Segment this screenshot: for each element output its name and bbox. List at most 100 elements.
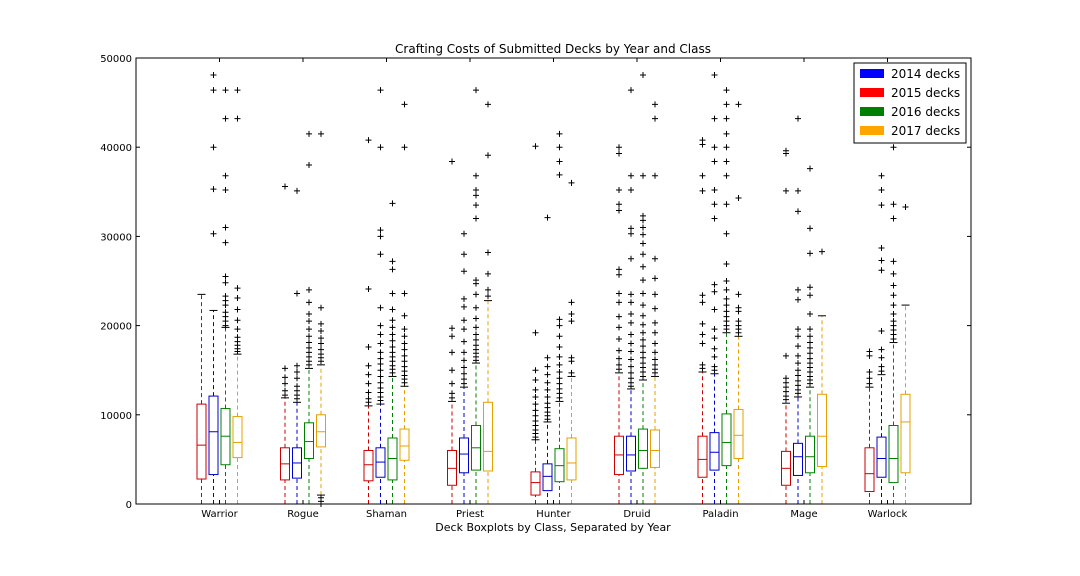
outlier-marker — [306, 299, 312, 306]
outlier-marker — [377, 385, 384, 392]
outlier-marker — [866, 375, 873, 382]
outlier-marker — [532, 143, 539, 150]
outlier-marker — [461, 349, 467, 356]
outlier-marker — [890, 318, 897, 325]
legend-swatch — [860, 69, 884, 78]
box-mage-1 — [793, 115, 803, 505]
outlier-marker — [616, 150, 622, 157]
outlier-marker — [807, 339, 813, 346]
outlier-marker — [306, 333, 312, 340]
x-tick-label: Priest — [456, 509, 484, 520]
outlier-marker — [616, 271, 622, 278]
outlier-marker — [318, 346, 324, 353]
outlier-marker — [461, 326, 467, 333]
outlier-marker — [699, 331, 706, 338]
outlier-marker — [282, 380, 288, 387]
box-paladin-3 — [733, 101, 744, 505]
outlier-marker — [723, 144, 730, 151]
outlier-marker — [616, 324, 622, 331]
box-body — [363, 449, 374, 482]
outlier-marker — [306, 162, 312, 169]
outlier-marker — [532, 329, 539, 336]
outlier-marker — [890, 258, 897, 265]
outlier-marker — [628, 319, 634, 326]
outlier-marker — [723, 295, 730, 302]
outlier-marker — [389, 317, 396, 324]
outlier-marker — [723, 115, 730, 122]
outlier-marker — [628, 363, 634, 370]
outlier-marker — [735, 291, 742, 298]
x-axis: Warrior Rogue Shaman Priest Hunter Druid Palad… — [201, 58, 908, 520]
box-body — [864, 447, 875, 493]
outlier-marker — [711, 306, 718, 313]
outlier-marker — [723, 101, 730, 108]
outlier-marker — [532, 367, 539, 374]
outlier-marker — [711, 115, 718, 122]
outlier-marker — [318, 130, 324, 137]
box-hunter-3 — [566, 179, 577, 505]
outlier-marker — [544, 354, 551, 361]
outlier-marker — [878, 354, 885, 361]
outlier-marker — [377, 355, 384, 362]
outlier-marker — [640, 240, 646, 247]
box-body — [638, 428, 648, 469]
outlier-marker — [210, 144, 217, 151]
outlier-marker — [222, 115, 229, 122]
box-warlock-2 — [888, 144, 899, 505]
outlier-marker — [711, 353, 718, 360]
outlier-marker — [795, 352, 801, 359]
outlier-marker — [222, 224, 229, 231]
outlier-marker — [783, 147, 789, 154]
outlier-marker — [652, 115, 658, 122]
outlier-marker — [544, 386, 551, 393]
outlier-marker — [807, 333, 813, 340]
outlier-marker — [461, 357, 467, 364]
outlier-marker — [449, 325, 455, 332]
outlier-marker — [377, 360, 384, 367]
outlier-marker — [699, 299, 706, 306]
outlier-marker — [401, 326, 408, 333]
outlier-marker — [461, 268, 467, 275]
outlier-marker — [282, 183, 288, 190]
outlier-marker — [449, 390, 455, 397]
outlier-marker — [318, 340, 324, 347]
outlier-marker — [461, 303, 467, 310]
outlier-marker — [389, 290, 396, 297]
outlier-marker — [735, 195, 742, 202]
outlier-marker — [723, 230, 730, 237]
box-paladin-2 — [721, 87, 732, 505]
box-priest-3 — [483, 101, 493, 505]
outlier-marker — [783, 375, 789, 382]
outlier-marker — [628, 187, 634, 194]
outlier-marker — [377, 373, 384, 380]
outlier-marker — [711, 335, 718, 342]
outlier-marker — [699, 320, 706, 327]
box-warlock-1 — [876, 172, 887, 505]
outlier-marker — [389, 331, 396, 338]
box-hunter-2 — [554, 130, 565, 505]
outlier-marker — [234, 334, 241, 341]
outlier-marker — [461, 338, 467, 345]
outlier-marker — [711, 345, 718, 352]
outlier-marker — [306, 339, 312, 346]
outlier-marker — [640, 212, 646, 219]
outlier-marker — [616, 335, 622, 342]
outlier-marker — [556, 316, 563, 323]
outlier-marker — [461, 295, 467, 302]
outlier-marker — [723, 302, 730, 309]
outlier-marker — [628, 230, 634, 237]
outlier-marker — [723, 201, 730, 208]
outlier-marker — [795, 286, 801, 293]
outlier-marker — [616, 347, 622, 354]
outlier-marker — [377, 227, 384, 234]
outlier-marker — [711, 71, 718, 78]
outlier-marker — [401, 346, 408, 353]
outlier-marker — [365, 371, 372, 378]
outlier-marker — [699, 292, 706, 299]
outlier-marker — [294, 362, 300, 369]
outlier-marker — [723, 130, 730, 137]
outlier-marker — [461, 376, 467, 383]
outlier-marker — [723, 87, 730, 94]
box-shaman-1 — [375, 87, 386, 505]
legend: 2014 decks 2015 decks 2016 decks 2017 decks — [853, 62, 967, 144]
